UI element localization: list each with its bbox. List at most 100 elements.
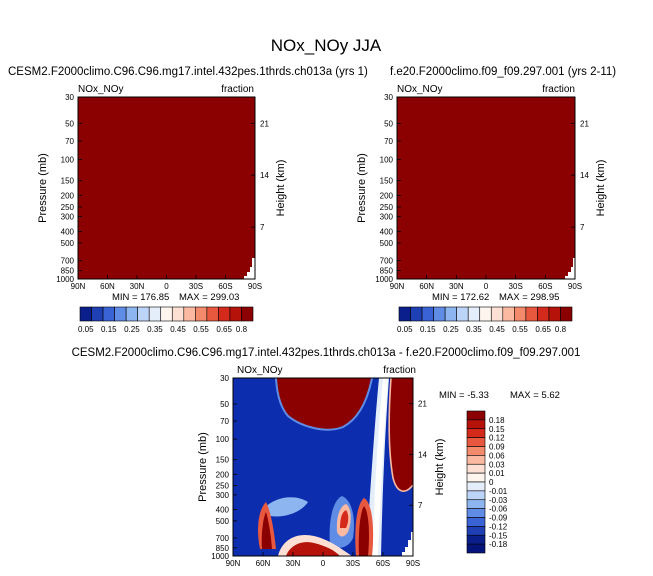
panel-3-x-ticks: 90N 60N 30N 0 30S 60S 90S (226, 552, 420, 568)
x-tick-label: 30S (509, 282, 523, 291)
colorbar-label: 0.05 (78, 325, 94, 334)
colorbar-swatch (421, 306, 434, 322)
height-tick-label: 14 (260, 171, 269, 180)
pressure-tick-label: 700 (216, 534, 230, 543)
colorbar-swatch (195, 306, 208, 322)
panel-3-stratosphere-high (276, 378, 372, 430)
panel-3-tropical-core (340, 510, 349, 528)
pressure-tick-label: 700 (380, 256, 394, 265)
colorbar-swatch (456, 306, 469, 322)
colorbar-diff-label: -0.18 (489, 540, 508, 549)
panel-2-units-label: fraction (542, 84, 575, 95)
pressure-tick-label: 850 (216, 544, 230, 553)
colorbar-swatch (241, 306, 254, 322)
x-tick-label: 30N (286, 559, 301, 568)
panel-1-max: MAX = 299.03 (179, 292, 239, 303)
x-tick-label: 30S (189, 282, 203, 291)
x-tick-label: 30S (346, 559, 360, 568)
height-tick-label: 14 (580, 171, 589, 180)
panel-2-min: MIN = 172.62 (432, 292, 489, 303)
panel-3-field (233, 378, 413, 556)
panel-1-variable-label: NOx_NOy (78, 84, 124, 95)
pressure-tick-label: 500 (216, 517, 230, 526)
x-tick-label: 0 (484, 282, 489, 291)
pressure-tick-label: 400 (380, 227, 394, 236)
colorbar-diff-swatch (466, 428, 486, 438)
panel-3-nh-midlevel-light (264, 497, 308, 517)
colorbar-swatch (160, 306, 173, 322)
pressure-tick-label: 400 (216, 505, 230, 514)
colorbar-label: 0.15 (420, 325, 436, 334)
pressure-tick-label: 100 (61, 155, 75, 164)
panel-3-south-high (389, 378, 413, 492)
panel-2-ylabel: Pressure (mb) (356, 153, 368, 223)
pressure-tick-label: 500 (61, 239, 75, 248)
panel-1-min: MIN = 176.85 (112, 292, 169, 303)
pressure-tick-label: 850 (380, 267, 394, 276)
panel-3-height-ticks: 21 14 7 (409, 400, 427, 510)
panel-2-title: f.e20.F2000climo.f09_f09.297.001 (yrs 2-… (390, 66, 616, 78)
colorbar-diff-label: -0.06 (489, 505, 508, 514)
panel-3-south-transition-core (372, 378, 388, 556)
colorbar-diff-label: 0.01 (489, 469, 505, 478)
x-tick-label: 90S (568, 282, 582, 291)
panel-1: CESM2.F2000climo.C96.C96.mg17.intel.432p… (8, 66, 368, 303)
colorbar-swatch (206, 306, 219, 322)
colorbar-label: 0.55 (512, 325, 528, 334)
pressure-tick-label: 70 (65, 137, 74, 146)
panel-3-surface-mask (402, 532, 413, 556)
colorbar-diff-swatch (466, 410, 486, 421)
panel-2-surface-mask (565, 258, 575, 279)
colorbar-diff-label: -0.12 (489, 522, 508, 531)
x-tick-label: 90N (390, 282, 405, 291)
colorbar-swatch (479, 306, 492, 322)
colorbar-label: 0.65 (535, 325, 551, 334)
panel-1-units-label: fraction (221, 84, 254, 95)
colorbar-diff-label: -0.01 (489, 487, 508, 496)
colorbar-2: 0.05 0.15 0.25 0.35 0.45 0.55 0.65 0.8 (397, 306, 573, 334)
pressure-tick-label: 1000 (375, 275, 393, 284)
pressure-tick-label: 700 (61, 256, 75, 265)
colorbar-label: 0.35 (147, 325, 163, 334)
colorbar-swatch (410, 306, 423, 322)
colorbar-swatch (229, 306, 242, 322)
x-tick-label: 0 (321, 559, 326, 568)
pressure-tick-label: 150 (61, 177, 75, 186)
height-tick-label: 21 (580, 119, 589, 128)
colorbar-diff-label: 0.12 (489, 434, 505, 443)
colorbar-label: 0.65 (216, 325, 232, 334)
panel-1-field (78, 97, 255, 279)
panel-2-height-ticks: 21 14 7 (571, 119, 589, 232)
colorbar-label: 0.8 (555, 325, 567, 334)
height-tick-label: 7 (418, 501, 423, 510)
pressure-tick-label: 1000 (211, 552, 229, 561)
panel-3-stratosphere-edge (275, 378, 373, 431)
colorbar-1: 0.05 0.15 0.25 0.35 0.45 0.55 0.65 0.8 (78, 306, 254, 334)
pressure-tick-label: 70 (384, 137, 393, 146)
colorbar-swatch (137, 306, 150, 322)
panel-1-surface-mask (244, 258, 255, 279)
panel-3-ylabel-right: Height (km) (434, 439, 446, 496)
panel-2-x-ticks: 90N 60N 30N 0 30S 60S 90S (390, 275, 582, 291)
colorbar-diff-swatch (466, 437, 486, 447)
x-tick-label: 60N (419, 282, 434, 291)
colorbar-swatch (398, 306, 411, 322)
colorbar-label: 0.55 (193, 325, 209, 334)
colorbar-swatch (102, 306, 115, 322)
pressure-tick-label: 70 (220, 417, 229, 426)
colorbar-label: 0.35 (466, 325, 482, 334)
height-tick-label: 14 (418, 450, 427, 459)
panel-1-title: CESM2.F2000climo.C96.C96.mg17.intel.432p… (8, 66, 368, 78)
x-tick-label: 0 (164, 282, 169, 291)
colorbar-label: 0.25 (443, 325, 459, 334)
panel-3-south-high-edge (388, 378, 413, 492)
height-tick-label: 21 (418, 400, 427, 409)
colorbar-diff-swatch (466, 508, 486, 518)
colorbar-label: 0.45 (170, 325, 186, 334)
colorbar-swatch (114, 306, 127, 322)
panel-3: CESM2.F2000climo.C96.C96.mg17.intel.432p… (72, 347, 581, 568)
colorbar-diff-swatch (466, 446, 486, 456)
colorbar-diff-label: 0 (489, 478, 494, 487)
colorbar-swatch (502, 306, 515, 322)
